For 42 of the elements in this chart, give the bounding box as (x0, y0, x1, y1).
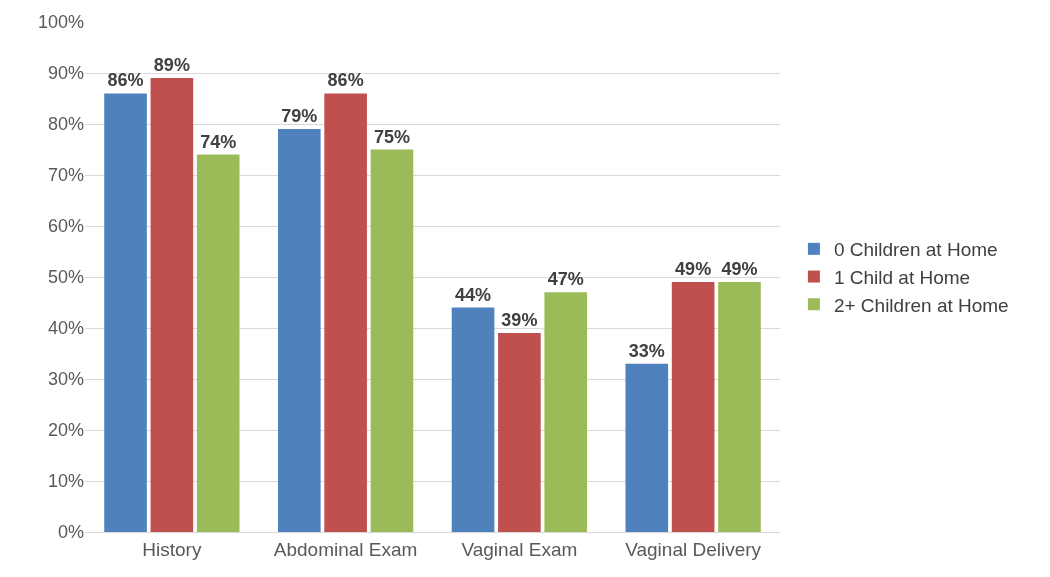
data-label: 74% (200, 131, 237, 152)
data-label: 49% (675, 259, 712, 280)
x-tick-label: Vaginal Exam (461, 538, 578, 560)
y-tick-label: 20% (47, 420, 84, 441)
data-label: 79% (281, 106, 318, 127)
data-label: 39% (501, 310, 538, 331)
data-label: 86% (107, 70, 144, 91)
data-label: 33% (628, 340, 665, 361)
data-label: 75% (373, 126, 410, 147)
bar (544, 292, 588, 532)
bar (625, 363, 669, 532)
y-tick-label: 70% (47, 165, 84, 186)
data-label: 89% (153, 55, 190, 76)
x-tick-label: History (142, 538, 202, 560)
x-tick-label: Abdominal Exam (273, 538, 418, 560)
y-tick-label: 30% (47, 369, 84, 390)
bar (451, 307, 495, 532)
y-tick-label: 90% (47, 63, 84, 84)
legend-label: 1 Child at Home (833, 266, 971, 288)
bar (370, 149, 414, 532)
y-tick-label: 40% (47, 318, 84, 339)
bar (671, 282, 715, 532)
bar (277, 129, 321, 532)
y-tick-label: 0% (57, 522, 84, 543)
y-tick-label: 60% (47, 216, 84, 237)
bar (718, 282, 761, 532)
y-tick-label: 100% (37, 12, 84, 33)
y-tick-label: 80% (47, 114, 84, 135)
data-label: 44% (455, 284, 492, 305)
data-label: 47% (547, 269, 584, 290)
y-tick-label: 50% (47, 267, 84, 288)
bar (498, 333, 541, 532)
bar (104, 93, 147, 532)
data-label: 49% (721, 259, 758, 280)
legend-label: 2+ Children at Home (833, 294, 1009, 316)
y-tick-label: 10% (47, 471, 84, 492)
x-tick-label: Vaginal Delivery (625, 538, 762, 560)
bar (150, 78, 194, 532)
legend-label: 0 Children at Home (833, 239, 998, 261)
data-label: 86% (327, 70, 364, 91)
bar (196, 154, 240, 532)
bar (324, 93, 367, 532)
